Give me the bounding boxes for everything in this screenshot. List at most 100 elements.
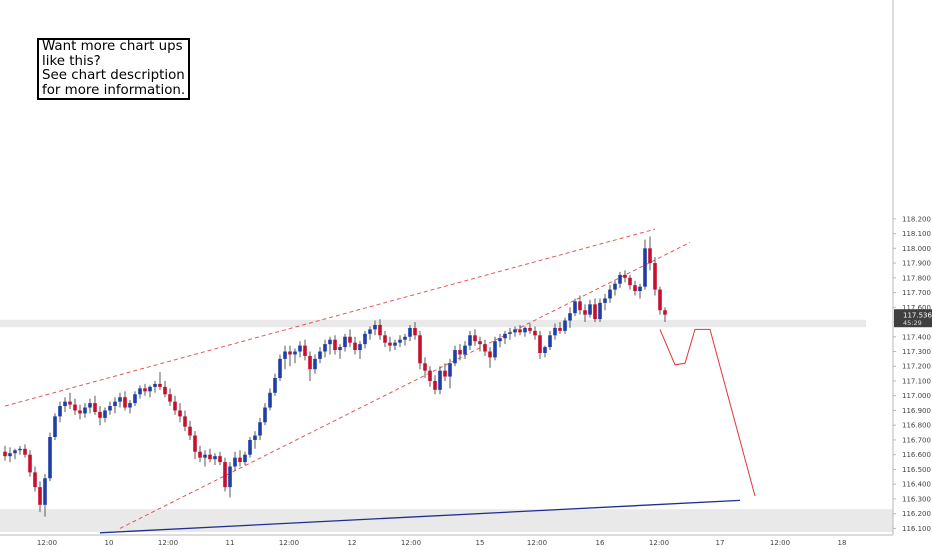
candle-body	[293, 351, 297, 355]
x-tick-label: 17	[716, 539, 725, 547]
candle-body	[323, 344, 327, 352]
note-line-4: for more information.	[42, 82, 186, 98]
candle-body	[8, 453, 12, 457]
candle-body	[568, 313, 572, 321]
candle-body	[468, 335, 472, 346]
candle-body	[533, 330, 537, 336]
y-tick-label: 118.100	[902, 230, 931, 238]
candle-body	[638, 286, 642, 292]
last-price-countdown: 45:29	[903, 319, 922, 327]
candle-body	[3, 451, 7, 457]
candle-body	[263, 407, 267, 423]
candle-body	[503, 333, 507, 339]
candle-body	[338, 347, 342, 351]
candle-body	[358, 344, 362, 351]
candle-body	[283, 351, 287, 359]
zone-band	[0, 319, 866, 328]
candle-body	[388, 342, 392, 346]
y-tick-label: 117.300	[902, 348, 931, 356]
x-tick-label: 18	[838, 539, 847, 547]
y-tick-label: 116.100	[902, 525, 931, 533]
candle-body	[328, 339, 332, 345]
y-tick-label: 116.600	[902, 451, 931, 459]
x-tick-label: 11	[226, 539, 235, 547]
y-tick-label: 118.000	[902, 245, 931, 253]
candle-body	[363, 333, 367, 345]
candle-body	[383, 335, 387, 343]
candle-body	[548, 335, 552, 348]
y-tick-label: 117.800	[902, 274, 931, 282]
candle-body	[553, 327, 557, 336]
candle-body	[278, 358, 282, 379]
candle-body	[623, 274, 627, 278]
candle-body	[393, 342, 397, 346]
candle-body	[488, 351, 492, 358]
candle-body	[483, 344, 487, 352]
candle-body	[558, 327, 562, 331]
candle-body	[343, 336, 347, 348]
candle-body	[408, 327, 412, 337]
candle-body	[498, 338, 502, 342]
x-tick-label: 12:00	[279, 539, 299, 547]
candle-body	[373, 324, 377, 330]
y-tick-label: 117.900	[902, 260, 931, 268]
last-price-tag	[894, 309, 932, 328]
x-tick-label: 10	[105, 539, 114, 547]
candle-body	[653, 263, 657, 290]
candle-body	[153, 383, 157, 387]
candle-body	[658, 289, 662, 311]
candle-body	[573, 301, 577, 314]
y-tick-label: 116.800	[902, 422, 931, 430]
candle-body	[143, 388, 147, 392]
candle-body	[63, 401, 67, 407]
candle-body	[73, 404, 77, 411]
x-tick-label: 12:00	[527, 539, 547, 547]
y-tick-label: 116.900	[902, 407, 931, 415]
note-line-3: See chart description	[42, 68, 185, 84]
x-tick-label: 12:00	[158, 539, 178, 547]
candle-body	[663, 310, 667, 315]
candle-body	[463, 345, 467, 355]
candle-body	[298, 345, 302, 352]
y-tick-label: 116.300	[902, 495, 931, 503]
candle-body	[88, 403, 92, 408]
candle-body	[168, 394, 172, 402]
candle-body	[188, 426, 192, 436]
candle-body	[368, 329, 372, 334]
channel-line	[119, 241, 691, 529]
candle-body	[218, 456, 222, 463]
candle-body	[478, 341, 482, 345]
candle-body	[53, 416, 57, 438]
candle-body	[98, 411, 102, 418]
candle-body	[618, 274, 622, 284]
candle-body	[208, 454, 212, 460]
y-tick-label: 116.200	[902, 510, 931, 518]
candle-body	[523, 327, 527, 333]
x-tick-label: 12:00	[401, 539, 421, 547]
candle-body	[233, 457, 237, 467]
candle-body	[103, 410, 107, 418]
candle-body	[158, 383, 162, 387]
candle-body	[173, 401, 177, 411]
candle-body	[518, 329, 522, 333]
x-tick-label: 12	[348, 539, 357, 547]
candle-body	[258, 422, 262, 436]
candle-body	[588, 304, 592, 315]
candle-body	[203, 454, 207, 458]
candle-body	[288, 351, 292, 355]
y-tick-label: 117.200	[902, 363, 931, 371]
candle-body	[458, 350, 462, 355]
y-tick-label: 116.500	[902, 466, 931, 474]
candle-body	[163, 386, 167, 395]
candle-body	[318, 351, 322, 359]
candle-body	[193, 435, 197, 452]
candle-body	[538, 335, 542, 353]
candle-body	[643, 248, 647, 287]
candle-body	[313, 358, 317, 370]
candle-body	[23, 448, 27, 455]
note-line-1: Want more chart ups	[42, 39, 183, 54]
candle-body	[68, 401, 72, 405]
candle-body	[308, 355, 312, 370]
y-tick-label: 117.700	[902, 289, 931, 297]
